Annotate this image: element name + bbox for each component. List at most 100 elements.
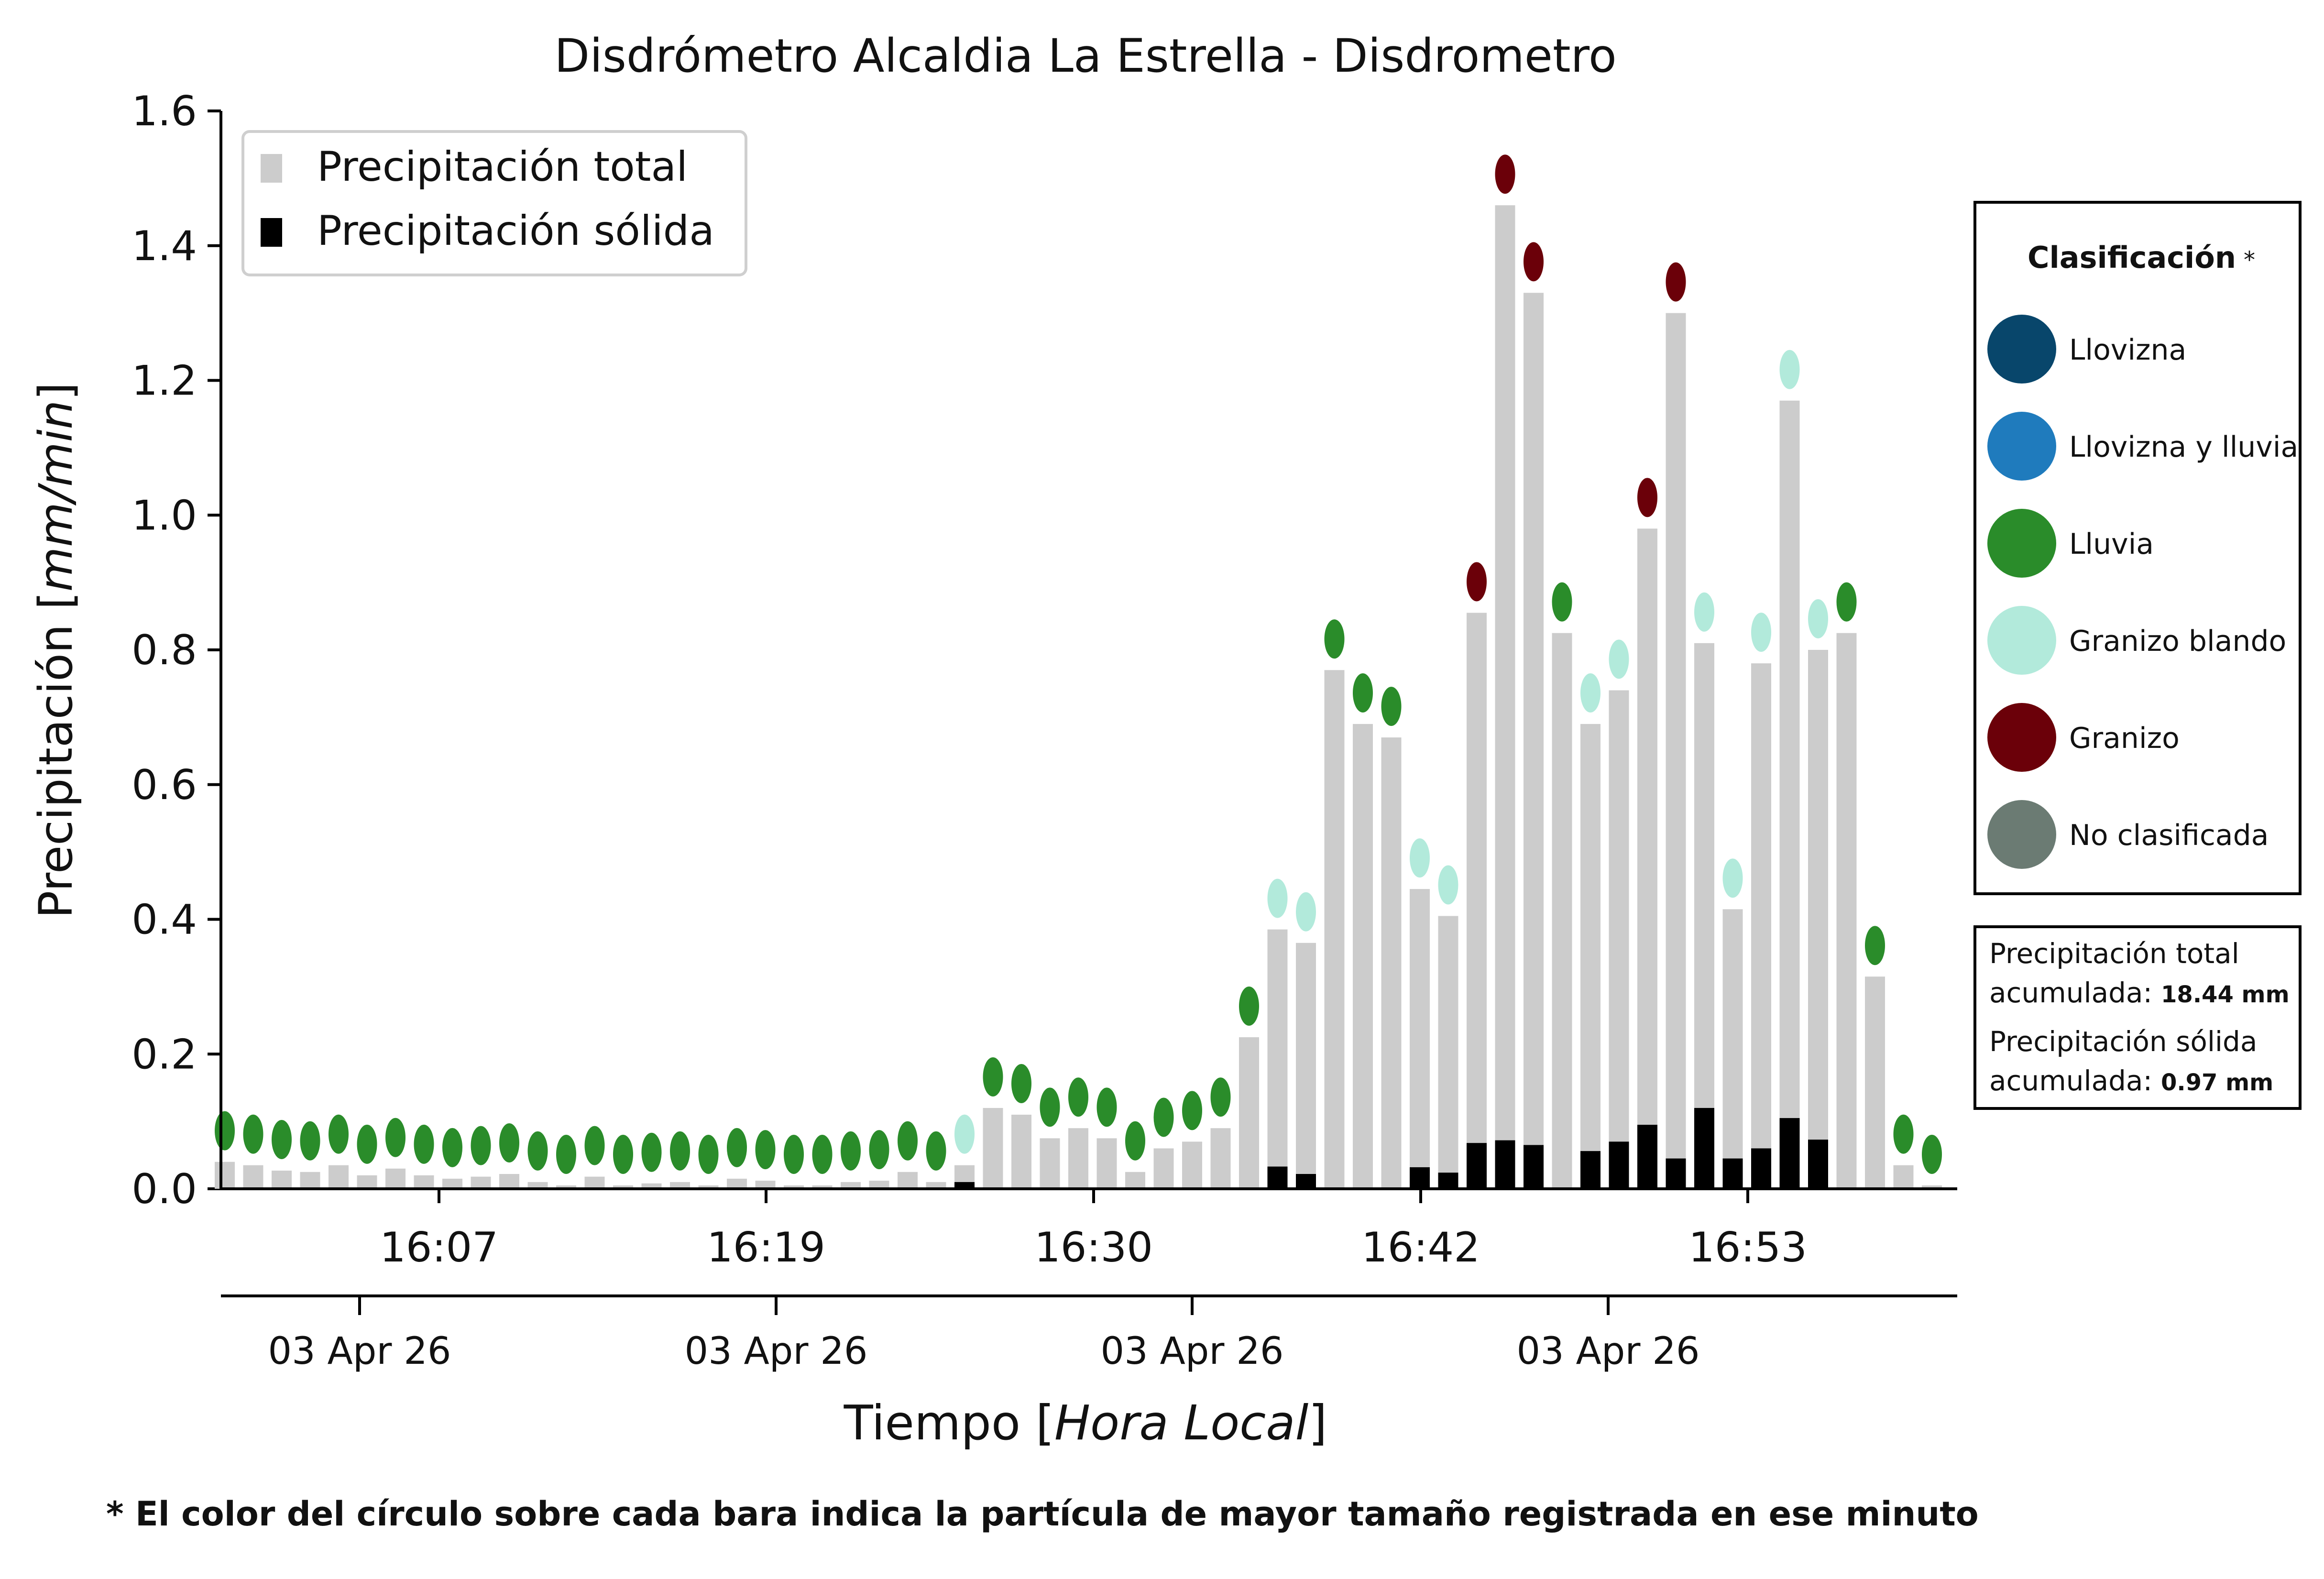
- y-tick-label: 0.0: [132, 1165, 197, 1213]
- particle-marker: [471, 1126, 491, 1165]
- particle-marker: [499, 1123, 519, 1163]
- class-label: Lluvia: [2069, 527, 2154, 561]
- total-accum-label: acumulada:: [1989, 976, 2152, 1009]
- solid-bar: [1296, 1174, 1316, 1189]
- x-axis-label: Tiempo [Hora Local]: [844, 1395, 1327, 1451]
- particle-marker: [1779, 350, 1800, 389]
- total-bar: [1068, 1128, 1088, 1189]
- total-bar: [698, 1185, 719, 1189]
- particle-marker: [841, 1131, 861, 1171]
- particle-marker: [1267, 878, 1288, 918]
- y-tick-label: 1.4: [132, 222, 197, 270]
- particle-marker: [1410, 838, 1430, 878]
- solid-bar: [1694, 1107, 1714, 1189]
- particle-marker: [954, 1114, 975, 1154]
- solid-bar: [1580, 1151, 1600, 1189]
- total-bar: [1353, 724, 1373, 1189]
- particle-marker: [1609, 639, 1629, 679]
- particle-marker: [442, 1128, 462, 1167]
- particle-marker: [1040, 1087, 1060, 1127]
- x-axis-label-suffix: ]: [1308, 1395, 1327, 1451]
- particle-marker: [243, 1114, 263, 1154]
- y-tick-label: 0.6: [132, 761, 197, 809]
- legend-swatch-total: [261, 154, 282, 183]
- total-bar: [613, 1185, 633, 1189]
- particle-marker: [1893, 1114, 1914, 1154]
- y-axis-ticks: 0.0 0.2 0.4 0.6 0.8 1.0 1.2 1.4 1.6: [132, 88, 221, 1213]
- x-time-tick-label: 16:53: [1688, 1224, 1807, 1272]
- x-date-tick-label: 03 Apr 26: [1100, 1330, 1283, 1373]
- x-date-tick-label: 03 Apr 26: [684, 1330, 867, 1373]
- particle-marker: [329, 1114, 349, 1154]
- total-bar: [1893, 1165, 1914, 1189]
- legend-swatch-solid: [261, 218, 282, 247]
- total-bar: [1040, 1138, 1060, 1189]
- particle-marker: [1438, 865, 1458, 905]
- solid-bar: [1438, 1173, 1458, 1189]
- particle-marker: [1694, 592, 1714, 632]
- total-bar: [1666, 313, 1686, 1189]
- particle-marker: [414, 1124, 434, 1164]
- particle-marker: [613, 1134, 633, 1174]
- particle-marker: [1296, 892, 1316, 932]
- total-bar: [1381, 737, 1402, 1189]
- total-bar: [243, 1165, 263, 1189]
- x-axis-label-prefix: Tiempo [: [844, 1395, 1054, 1451]
- total-bar: [329, 1165, 349, 1189]
- class-label: Granizo blando: [2069, 625, 2286, 658]
- class-swatch: [1987, 703, 2056, 772]
- solid-bar: [954, 1182, 975, 1189]
- particle-marker: [1552, 582, 1572, 622]
- particle-marker: [556, 1134, 576, 1174]
- total-bar: [983, 1107, 1003, 1189]
- total-bar: [898, 1172, 918, 1189]
- total-bar: [1267, 929, 1288, 1189]
- accumulation-box: Precipitación total acumulada: 18.44 mm P…: [1973, 925, 2302, 1110]
- y-axis-label-suffix: ]: [29, 382, 83, 400]
- classification-title: Clasificación *: [2028, 240, 2255, 275]
- x-date-tick-label: 03 Apr 26: [1516, 1330, 1699, 1373]
- classification-items: Llovizna Llovizna y lluvia Lluvia Granizo b…: [1987, 315, 2298, 869]
- total-bar: [1779, 400, 1800, 1189]
- particle-marker: [357, 1124, 377, 1164]
- total-bar: [215, 1162, 235, 1189]
- particle-marker: [272, 1119, 292, 1159]
- particle-marker: [755, 1130, 776, 1170]
- particle-marker: [1922, 1134, 1942, 1174]
- total-bar: [1438, 916, 1458, 1189]
- legend: Precipitación total Precipitación sólida: [241, 130, 747, 276]
- particle-marker: [898, 1121, 918, 1161]
- class-label: Llovizna: [2069, 333, 2186, 367]
- total-bar: [1524, 293, 1544, 1189]
- y-axis-label: Precipitación [mm/min]: [29, 382, 83, 918]
- particle-marker: [869, 1130, 889, 1170]
- classification-title-star: *: [2244, 247, 2255, 274]
- particle-marker: [1722, 858, 1743, 898]
- particle-marker: [527, 1131, 548, 1171]
- class-label: Granizo: [2069, 722, 2180, 755]
- total-bar: [1210, 1128, 1231, 1189]
- accumulation-frame: [1973, 925, 2302, 1110]
- solid-bar: [1722, 1158, 1743, 1189]
- solid-bar: [1467, 1143, 1487, 1189]
- solid-accum-label: acumulada:: [1989, 1064, 2152, 1097]
- total-bar: [1836, 633, 1857, 1189]
- class-label: No clasificada: [2069, 819, 2269, 852]
- particle-marker: [584, 1126, 605, 1165]
- total-bar: [869, 1181, 889, 1189]
- x-axis-label-unit: Hora Local: [1054, 1395, 1309, 1451]
- total-bar: [1182, 1141, 1202, 1189]
- particle-marker: [1666, 262, 1686, 302]
- solid-bar: [1410, 1167, 1430, 1189]
- particle-marker: [1011, 1064, 1031, 1104]
- total-bar: [1296, 943, 1316, 1189]
- x-time-tick-label: 16:07: [380, 1224, 498, 1272]
- chart-title: Disdrómetro Alcaldia La Estrella - Disdr…: [554, 29, 1616, 83]
- particle-marker: [1068, 1077, 1088, 1117]
- total-bar: [641, 1183, 662, 1189]
- particle-marker: [1836, 582, 1857, 622]
- total-bar: [385, 1168, 406, 1189]
- x-axis-date-ticks: 03 Apr 26 03 Apr 26 03 Apr 26 03 Apr 26: [268, 1296, 1700, 1373]
- total-bar: [1410, 889, 1430, 1189]
- particle-marker: [1495, 154, 1515, 194]
